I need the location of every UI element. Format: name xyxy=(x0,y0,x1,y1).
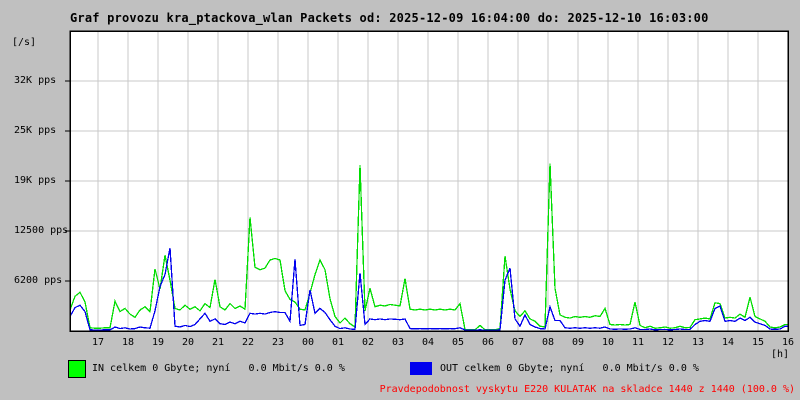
stock-probability-alert-text: Pravdepodobnost vyskytu E220 KULATAK na … xyxy=(379,384,795,395)
x-tick-label: 00 xyxy=(301,337,315,348)
y-tick-label: 12500 pps xyxy=(14,225,69,236)
x-tick-label: 14 xyxy=(721,337,735,348)
x-tick-label: 09 xyxy=(571,337,585,348)
x-tick-label: 06 xyxy=(481,337,495,348)
x-tick-label: 13 xyxy=(691,337,705,348)
x-tick-label: 03 xyxy=(391,337,405,348)
x-tick-label: 12 xyxy=(661,337,675,348)
out-legend-swatch xyxy=(410,362,432,375)
x-tick-label: 04 xyxy=(421,337,435,348)
x-tick-label: 02 xyxy=(361,337,375,348)
x-tick-label: 16 xyxy=(781,337,795,348)
out-legend-label: OUT celkem 0 Gbyte; nyní 0.0 Mbit/s 0.0 … xyxy=(440,363,699,374)
out-series-line xyxy=(69,247,788,331)
in-legend-swatch xyxy=(68,360,86,378)
x-tick-label: 21 xyxy=(211,337,225,348)
x-tick-label: 20 xyxy=(181,337,195,348)
in-series-line xyxy=(69,163,788,331)
y-tick-label: 6200 pps xyxy=(14,275,63,286)
in-legend-label: IN celkem 0 Gbyte; nyní 0.0 Mbit/s 0.0 % xyxy=(92,363,345,374)
plot-border xyxy=(69,30,789,332)
x-tick-label: 11 xyxy=(631,337,645,348)
x-tick-label: 23 xyxy=(271,337,285,348)
x-tick-label: 07 xyxy=(511,337,525,348)
x-tick-label: 01 xyxy=(331,337,345,348)
page-title: Graf provozu kra_ptackova_wlan Packets o… xyxy=(70,11,709,25)
x-tick-label: 19 xyxy=(151,337,165,348)
x-tick-label: 10 xyxy=(601,337,615,348)
x-tick-label: 08 xyxy=(541,337,555,348)
x-tick-label: 15 xyxy=(751,337,765,348)
y-axis-unit-label: [/s] xyxy=(12,37,37,48)
y-tick-label: 19K pps xyxy=(14,175,57,186)
x-tick-label: 22 xyxy=(241,337,255,348)
y-tick-label: 32K pps xyxy=(14,75,57,86)
y-tick-label: 25K pps xyxy=(14,125,57,136)
x-tick-label: 05 xyxy=(451,337,465,348)
x-tick-label: 17 xyxy=(91,337,105,348)
x-axis-unit-label: [h] xyxy=(771,349,790,360)
x-tick-label: 18 xyxy=(121,337,135,348)
